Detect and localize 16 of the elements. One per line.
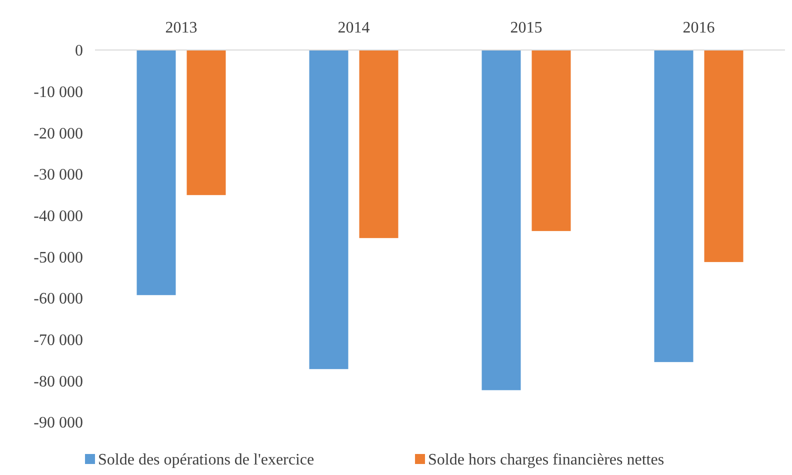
y-tick-label: -70 000: [34, 332, 83, 349]
y-tick-label: -60 000: [34, 290, 83, 308]
y-tick-label: 0: [75, 42, 83, 60]
x-tick-label: 2014: [338, 20, 370, 37]
y-tick-label: -80 000: [34, 373, 83, 390]
x-tick-label: 2015: [510, 20, 542, 37]
legend-label: Solde des opérations de l'exercice: [98, 452, 314, 469]
x-tick-label: 2016: [682, 20, 715, 37]
legend-label: Solde hors charges financières nettes: [428, 452, 664, 469]
y-tick-label: -40 000: [34, 208, 83, 225]
x-tick-label: 2013: [165, 20, 198, 37]
y-tick-label: -10 000: [34, 84, 83, 101]
y-tick-label: -90 000: [34, 414, 83, 432]
y-tick-label: -30 000: [34, 166, 83, 184]
y-tick-label: -50 000: [34, 249, 83, 266]
y-tick-label: -20 000: [34, 125, 83, 142]
